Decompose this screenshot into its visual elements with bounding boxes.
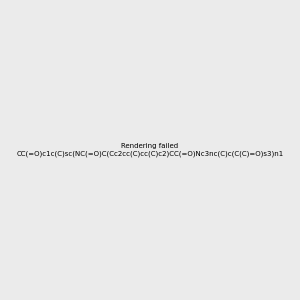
Text: Rendering failed
CC(=O)c1c(C)sc(NC(=O)C(Cc2cc(C)cc(C)c2)CC(=O)Nc3nc(C)c(C(C)=O)s: Rendering failed CC(=O)c1c(C)sc(NC(=O)C(… [16, 143, 283, 157]
